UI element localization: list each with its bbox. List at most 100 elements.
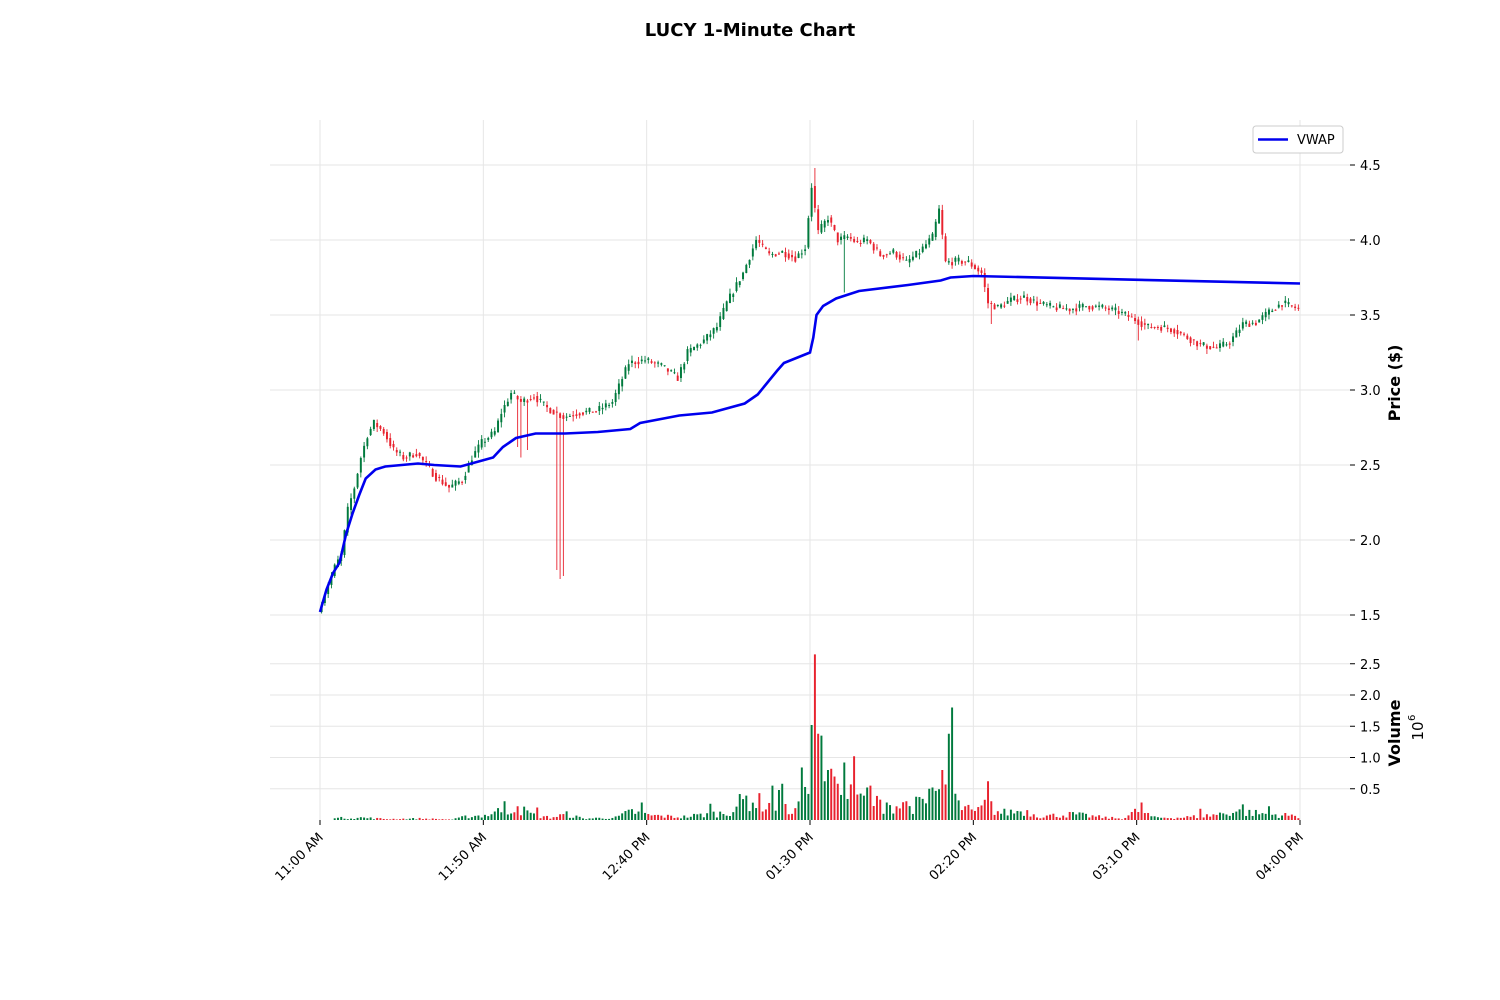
candle-body — [1134, 318, 1137, 322]
volume-bar — [532, 813, 535, 820]
volume-bar — [892, 813, 895, 820]
volume-bar — [944, 784, 947, 820]
volume-bar — [1192, 815, 1195, 820]
volume-bar — [1264, 813, 1267, 820]
volume-bar — [1091, 815, 1094, 820]
candle-body — [1251, 322, 1254, 324]
candle-body — [1065, 308, 1068, 310]
candle-body — [1271, 310, 1274, 312]
volume-bar — [784, 804, 787, 820]
candle-body — [1228, 343, 1231, 345]
candle-body — [1238, 329, 1241, 333]
volume-bar — [670, 815, 673, 820]
volume-bar — [477, 815, 480, 820]
volume-bar — [1274, 814, 1277, 820]
volume-bar — [483, 814, 486, 820]
candle-body — [480, 439, 483, 448]
legend: VWAP — [1252, 125, 1344, 154]
volume-bar — [1071, 812, 1074, 820]
candle-body — [849, 237, 852, 239]
candle-body — [585, 410, 588, 413]
volume-bar — [719, 811, 722, 820]
volume-bar — [1137, 812, 1140, 820]
volume-bar — [1111, 816, 1114, 820]
price-tick-label: 4.5 — [1360, 159, 1381, 174]
candle-body — [862, 237, 865, 242]
volume-bar — [1166, 818, 1169, 820]
volume-tick-label: 2.5 — [1360, 658, 1381, 673]
candle-body — [1062, 308, 1065, 310]
price-tick-label: 1.5 — [1360, 609, 1381, 624]
candle-body — [385, 432, 388, 440]
candle-body — [843, 235, 846, 239]
candle-body — [892, 249, 895, 253]
volume-bar — [585, 819, 588, 820]
volume-bar — [1153, 816, 1156, 820]
candle-body — [679, 367, 682, 378]
candle-body — [1150, 327, 1153, 329]
time-tick-label: 02:20 PM — [927, 830, 980, 883]
candle-body — [938, 208, 941, 224]
volume-bar — [1271, 814, 1274, 820]
candle-body — [817, 209, 820, 231]
candle-body — [578, 413, 581, 416]
volume-bar — [666, 814, 669, 820]
candle-body — [725, 301, 728, 311]
volume-bar — [869, 785, 872, 820]
volume-bar — [928, 788, 931, 820]
volume-bar — [973, 810, 976, 820]
candle-body — [663, 365, 666, 367]
volume-bar — [578, 816, 581, 820]
volume-exponent-power: 6 — [1407, 715, 1418, 721]
volume-bar — [921, 798, 924, 820]
candle-body — [487, 438, 490, 440]
volume-bar — [601, 818, 604, 820]
candle-body — [1241, 322, 1244, 329]
volume-bar — [333, 818, 336, 820]
candle-body — [490, 431, 493, 438]
volume-bar — [431, 818, 434, 820]
candle-body — [1153, 327, 1156, 328]
volume-bar — [957, 800, 960, 820]
volume-bar — [405, 819, 408, 820]
candle-body — [833, 225, 836, 231]
volume-bar — [415, 819, 418, 820]
volume-bar — [699, 813, 702, 820]
candle-body — [771, 253, 774, 255]
volume-bar — [1075, 814, 1078, 820]
volume-bar — [1049, 814, 1052, 820]
volume-bar — [797, 801, 800, 820]
volume-bar — [461, 816, 464, 820]
volume-bar — [376, 817, 379, 820]
candle-body — [1137, 319, 1140, 325]
candle-body — [1071, 308, 1074, 310]
candle-body — [1215, 347, 1218, 349]
volume-bar — [1222, 813, 1225, 820]
candle-body — [807, 218, 810, 248]
candle-body — [356, 473, 359, 488]
volume-bar — [1160, 817, 1163, 820]
candle-body — [506, 401, 509, 406]
candle-body — [1068, 308, 1071, 312]
candle-body — [702, 339, 705, 343]
volume-bar — [1065, 817, 1068, 820]
candle-body — [405, 457, 408, 459]
price-tick-label: 2.5 — [1360, 459, 1381, 474]
volume-bar — [562, 814, 565, 820]
volume-bar — [800, 767, 803, 820]
volume-bar — [748, 811, 751, 820]
volume-bar — [882, 813, 885, 820]
volume-bar — [510, 813, 513, 820]
candle-body — [768, 251, 771, 254]
volume-bar — [813, 654, 816, 820]
volume-bar — [725, 815, 728, 820]
candle-body — [1232, 336, 1235, 342]
candle-body — [1130, 316, 1133, 318]
candle-body — [1029, 298, 1032, 304]
time-tick-label: 01:30 PM — [763, 830, 816, 883]
volume-bar — [1218, 812, 1221, 820]
volume-bar — [1297, 818, 1300, 820]
candle-body — [885, 254, 888, 256]
candle-body — [461, 481, 464, 483]
candle-body — [621, 379, 624, 387]
